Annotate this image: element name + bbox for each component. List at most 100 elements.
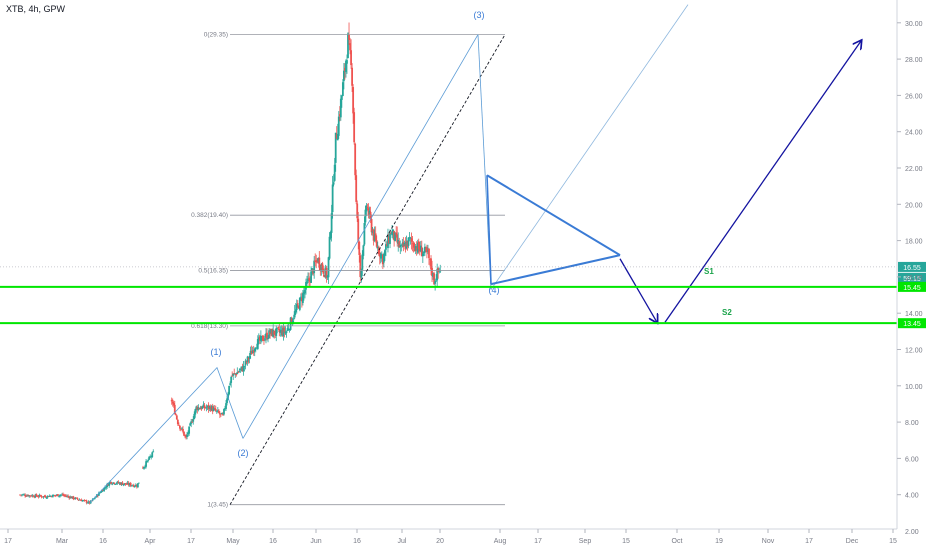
candle-body [125,484,128,485]
candle-body [299,296,302,298]
candle-body [135,485,138,487]
candle-body [343,70,345,82]
candle-body [98,492,100,496]
candle-body [294,309,297,312]
candle-body [391,231,393,236]
candle-body [66,495,69,497]
x-tick-label: 19 [715,538,723,545]
wave-label: (2) [238,448,249,458]
candle-body [335,134,338,139]
candles [19,22,442,505]
candle-body [311,268,314,271]
candle-body [325,267,328,279]
candle-body [257,337,260,340]
candle-body [393,231,396,241]
candle-body [182,428,184,432]
y-tick-label: 12.00 [905,348,923,355]
candle-body [43,495,46,497]
candle-body [364,209,367,223]
candle-body [305,282,307,290]
candle-body [239,368,242,370]
candle-body [196,406,199,411]
candle-body [184,435,186,437]
candle-body [310,271,312,283]
candle-body [50,495,53,497]
candle-body [255,347,258,349]
candle-body [23,494,25,496]
candle-body [278,329,281,333]
candle-body [392,229,394,234]
candle-body [284,331,287,334]
y-tick-label: 20.00 [905,202,923,209]
price-tag-label: 16.55 [903,265,921,272]
candle-body [280,329,283,332]
candle-body [193,413,196,420]
candle-body [431,267,433,277]
fib-levels: 0(29.35) 0.382(19.40) 0.5(16.35) 0.618(13.3… [191,32,506,509]
candle-body [45,497,48,499]
candle-body [19,494,21,496]
candle-body [316,260,319,263]
candle-body [336,133,339,141]
candle-body [130,485,133,487]
candle-body [78,499,81,501]
candle-body [188,426,191,434]
candle-body [320,264,323,272]
candle-body [199,408,202,410]
candle-body [127,482,130,486]
candle-body [179,425,181,429]
candle-body [339,98,342,118]
candle-body [227,393,229,400]
candle-body [60,494,62,496]
candle-body [298,297,301,310]
candle-body [40,496,43,498]
candle-body [380,255,383,257]
candle-body [221,413,223,415]
candle-body [292,318,295,320]
candle-body [291,320,294,323]
candle-body [116,481,119,484]
candle-body [101,490,103,493]
candle-body [408,237,411,239]
candle-body [324,267,327,278]
candle-body [241,367,244,372]
candle-body [386,244,388,247]
candle-body [37,496,40,498]
candle-body [371,231,374,234]
candle-body [437,268,440,272]
candle-body [208,406,211,409]
candle-body [267,338,269,340]
candle-body [242,365,245,372]
candle-body [119,482,122,485]
candle-body [318,257,321,268]
candle-body [151,452,154,458]
candle-body [384,250,386,256]
candle-body [330,213,333,233]
candle-body [181,428,183,430]
candle-body [329,231,332,239]
wave-channel-line [490,4,689,290]
candle-body [370,218,373,233]
candle-body [407,237,410,246]
candle-body [237,371,240,373]
candle-body [366,207,369,208]
candle-body [381,254,384,265]
candle-body [209,406,212,411]
candle-body [39,495,42,497]
x-tick-label: 17 [534,538,542,545]
candle-body [105,487,107,489]
candle-body [180,428,182,430]
candle-body [52,495,55,496]
candle-body [248,356,251,359]
wave-label: (4) [489,285,500,295]
candle-body [288,329,291,331]
candle-body [313,260,316,274]
candle-body [341,82,344,96]
candle-body [64,495,66,496]
x-tick-label: 16 [353,538,361,545]
candle-body [220,413,222,415]
candle-body [152,451,155,453]
y-tick-label: 22.00 [905,166,923,173]
candle-body [326,275,329,278]
